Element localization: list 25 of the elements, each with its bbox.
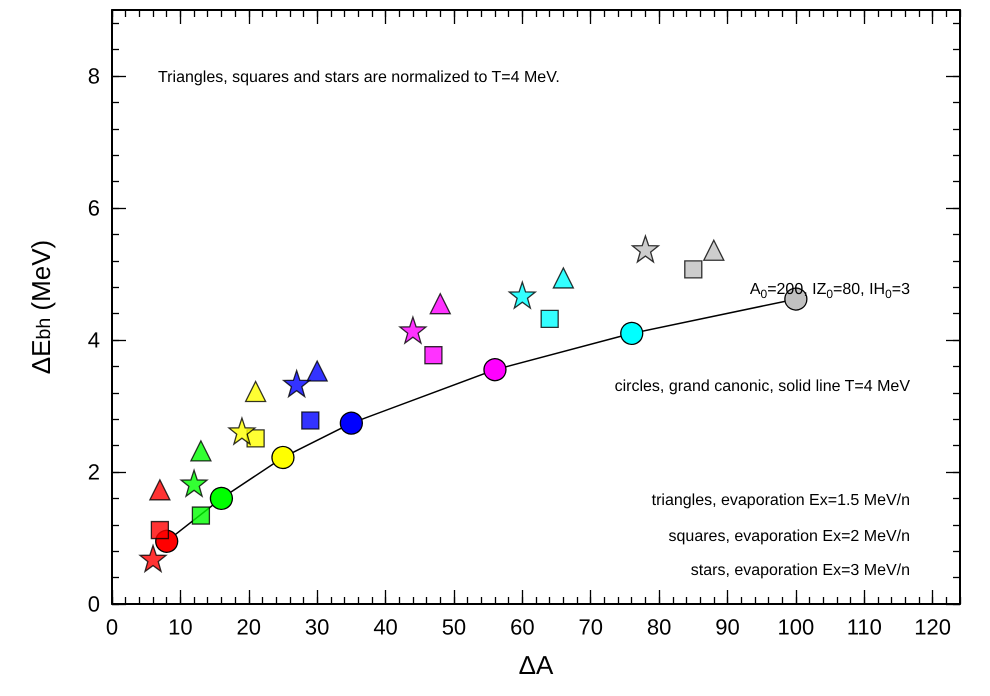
x-tick-label: 70 — [578, 614, 603, 640]
x-axis-title: ΔA — [518, 650, 554, 680]
x-tick-label: 100 — [778, 614, 814, 640]
y-axis-title: ΔEbh (MeV) — [26, 240, 56, 374]
annotation: circles, grand canonic, solid line T=4 MeV — [614, 377, 910, 397]
x-tick-label: 40 — [373, 614, 398, 640]
x-tick-label: 60 — [510, 614, 535, 640]
y-tick-label: 0 — [88, 592, 100, 616]
y-tick-label: 4 — [88, 328, 100, 352]
x-tick-label: 10 — [168, 614, 193, 640]
y-tick-label: 6 — [88, 196, 100, 220]
x-tick-label: 0 — [106, 614, 118, 640]
x-tick-label: 110 — [846, 614, 882, 640]
y-tick-label: 2 — [88, 460, 100, 484]
x-tick-label: 20 — [236, 614, 262, 640]
x-tick-label: 90 — [715, 614, 740, 640]
x-tick-label: 120 — [914, 614, 952, 640]
y-tick-label: 8 — [88, 64, 100, 88]
x-tick-label: 30 — [304, 614, 330, 640]
x-tick-label: 50 — [442, 614, 466, 640]
annotation: Triangles, squares and stars are normalized to T=4 MeV. — [158, 68, 560, 88]
annotation: triangles, evaporation Ex=1.5 MeV/n — [652, 491, 910, 511]
annotation: stars, evaporation Ex=3 MeV/n — [690, 561, 910, 581]
annotation: squares, evaporation Ex=2 MeV/n — [668, 527, 910, 547]
x-tick-label: 80 — [646, 614, 672, 640]
